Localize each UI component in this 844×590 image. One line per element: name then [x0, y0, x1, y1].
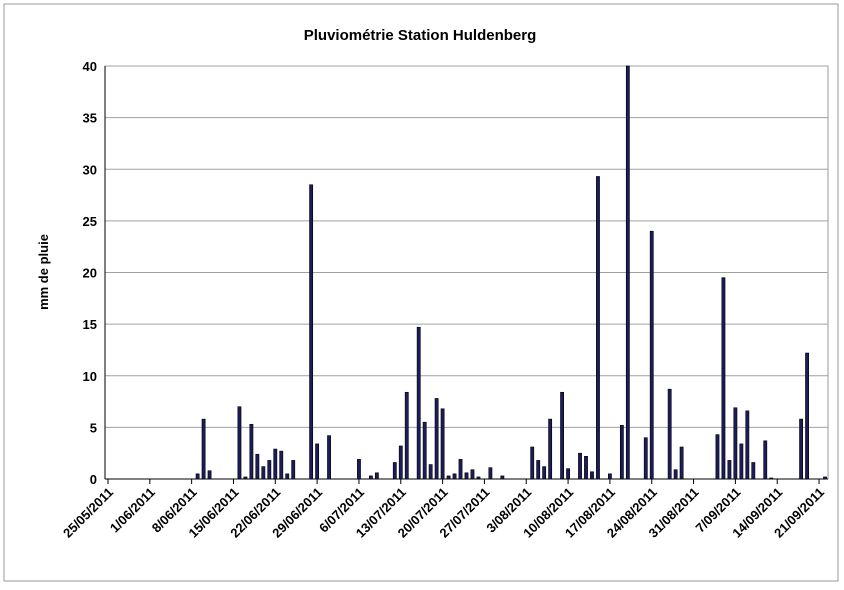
bar [464, 472, 469, 480]
bar [309, 184, 314, 480]
bar [799, 418, 804, 480]
bar [434, 398, 439, 480]
bar [805, 352, 809, 480]
bar [667, 388, 672, 480]
bar [404, 391, 409, 480]
bar [357, 459, 361, 480]
bar [201, 418, 206, 480]
bar [374, 472, 379, 480]
bar [291, 460, 296, 480]
y-tick-label: 20 [83, 266, 97, 281]
bar [195, 473, 200, 480]
bar [428, 464, 433, 480]
bar [625, 65, 630, 480]
bar [255, 453, 260, 480]
bar [584, 455, 588, 480]
bar [458, 459, 463, 480]
bar [368, 475, 373, 480]
bar [279, 450, 284, 480]
bar [679, 446, 684, 480]
bar [452, 473, 457, 480]
y-tick-label: 5 [90, 420, 97, 435]
bar [643, 437, 648, 480]
bar [237, 406, 242, 480]
bar [739, 443, 744, 480]
bar [536, 460, 541, 480]
bar [619, 425, 624, 480]
bar [315, 443, 320, 480]
bar [488, 467, 493, 480]
bar [769, 477, 774, 480]
bar [649, 230, 654, 480]
bar [500, 475, 505, 480]
bar [548, 418, 553, 480]
bar [416, 326, 421, 480]
bar [530, 446, 535, 480]
bar [327, 435, 331, 480]
bar [673, 469, 678, 480]
bar [727, 460, 732, 480]
bar [398, 445, 403, 480]
bar [745, 410, 750, 480]
bar [715, 434, 720, 480]
bar [823, 476, 827, 480]
y-axis-label: mm de pluie [36, 234, 51, 310]
bar [446, 475, 451, 480]
bar [596, 176, 600, 480]
chart-title: Pluviométrie Station Huldenberg [304, 27, 537, 44]
y-tick-label: 25 [83, 214, 97, 229]
bar [470, 469, 475, 480]
bar [392, 462, 397, 480]
bar [285, 473, 290, 480]
bar [422, 421, 427, 480]
bar [243, 476, 248, 480]
bar [261, 466, 266, 480]
y-tick-label: 10 [83, 369, 97, 384]
bar [207, 470, 212, 480]
bar [273, 448, 278, 480]
bar [733, 407, 738, 480]
y-tick-label: 30 [83, 162, 97, 177]
y-tick-label: 40 [83, 59, 97, 74]
bar [721, 277, 726, 480]
bar [763, 440, 768, 480]
y-tick-label: 15 [83, 317, 97, 332]
bar [476, 476, 481, 480]
bar [560, 391, 565, 480]
bar [267, 460, 272, 480]
bar [590, 471, 594, 480]
y-tick-label: 35 [83, 111, 97, 126]
bar [542, 466, 547, 480]
bar [608, 473, 612, 480]
bar [566, 468, 570, 480]
bar [440, 408, 445, 480]
bar [578, 452, 582, 480]
bar [249, 423, 254, 480]
bar [751, 462, 756, 480]
y-tick-label: 0 [90, 472, 97, 487]
